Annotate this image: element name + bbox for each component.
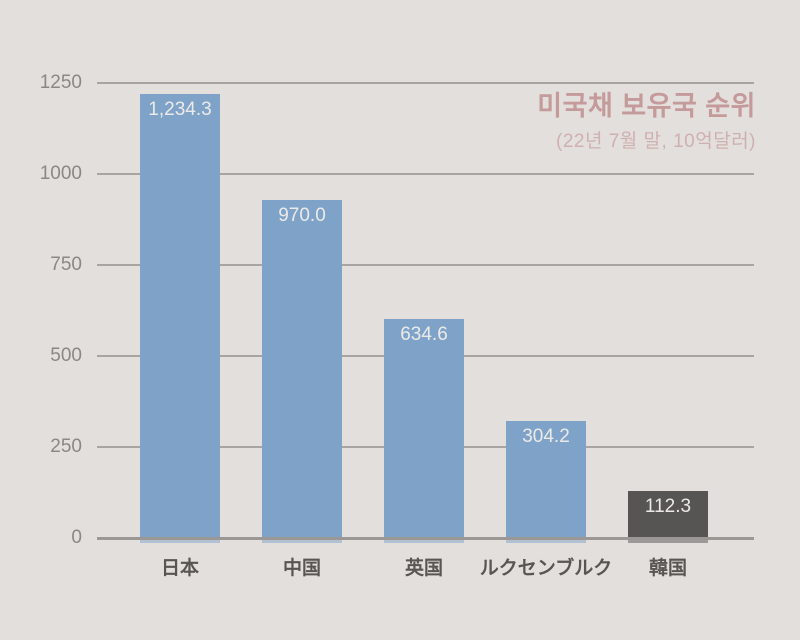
bar: 1,234.3 [140,94,220,543]
x-axis-baseline [97,537,754,540]
y-axis-tick-label: 0 [71,527,82,548]
y-axis-tick-label: 1250 [39,72,82,93]
bar-foot-shadow [384,538,464,543]
x-axis-category-label: ルクセンブルク [479,558,613,579]
x-axis-category-label: 韓国 [648,558,687,579]
bar: 112.3 [628,491,708,543]
y-axis-tick-label: 750 [50,254,82,275]
bar-foot-shadow [140,538,220,543]
y-gridline [97,264,754,266]
chart-title-block: 미국채 보유국 순위 (22년 7월 말, 10억달러) [537,84,756,153]
bar-foot-shadow [628,538,708,543]
y-gridline [97,82,754,84]
bar: 970.0 [262,200,342,543]
bar-value-label: 634.6 [400,324,448,345]
x-axis-category-label: 中国 [282,558,321,579]
bar-foot-shadow [262,538,342,543]
bar-value-label: 304.2 [522,426,570,447]
bar: 634.6 [384,319,464,543]
bar-value-label: 1,234.3 [148,99,212,120]
chart-title: 미국채 보유국 순위 [537,91,756,121]
y-axis-tick-label: 1000 [39,163,82,184]
bar-foot-shadow [506,538,586,543]
x-axis-category-label: 日本 [160,558,199,579]
bar-value-label: 112.3 [644,496,692,517]
chart-subtitle: (22년 7월 말, 10억달러) [556,131,756,152]
y-axis-tick-label: 500 [50,345,82,366]
bar: 304.2 [506,421,586,543]
x-axis-category-label: 英国 [404,558,443,579]
y-gridline [97,173,754,175]
y-axis-tick-label: 250 [50,436,82,457]
bar-value-label: 970.0 [278,205,326,226]
